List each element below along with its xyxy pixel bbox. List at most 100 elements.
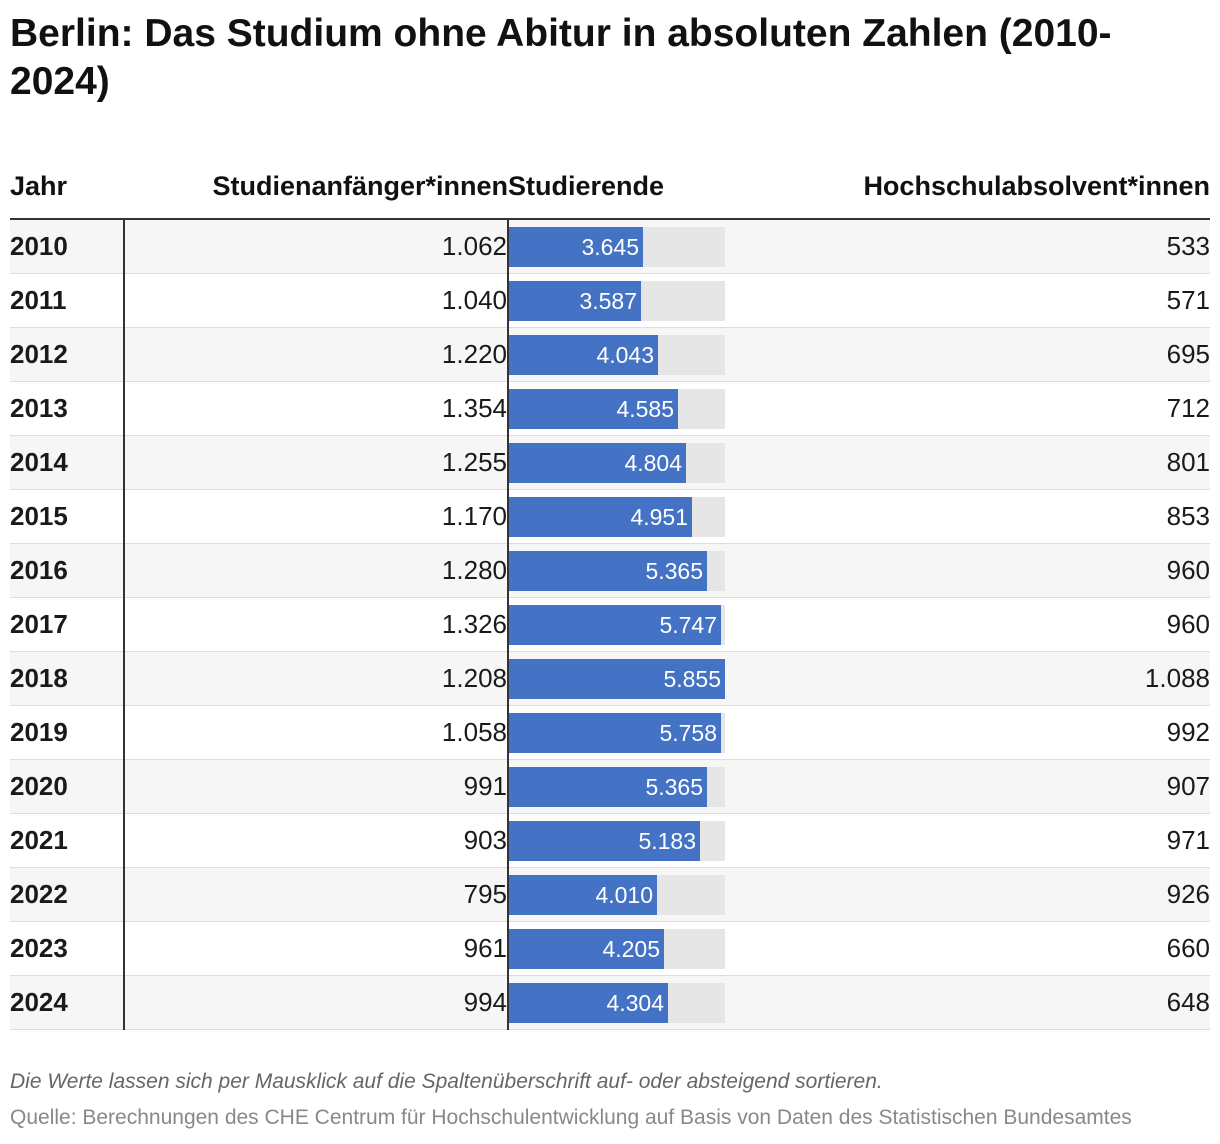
cell-absolventen: 960 bbox=[828, 597, 1210, 652]
bar-track: 4.951 bbox=[509, 496, 725, 537]
bar-value-label: 5.365 bbox=[645, 773, 703, 800]
cell-studierende: 4.804 bbox=[508, 435, 828, 490]
table-row: 2016 1.280 5.365 960 bbox=[10, 543, 1210, 598]
bar-studierende bbox=[509, 928, 664, 969]
bar-studierende bbox=[509, 388, 678, 429]
cell-studienanfaenger: 1.354 bbox=[124, 381, 509, 436]
cell-absolventen: 926 bbox=[828, 867, 1210, 922]
table-row: 2018 1.208 5.855 1.088 bbox=[10, 651, 1210, 706]
cell-absolventen: 801 bbox=[828, 435, 1210, 490]
column-header-studienanfaenger[interactable]: Studienanfänger*innen bbox=[124, 155, 508, 220]
bar-track: 4.043 bbox=[509, 334, 725, 375]
sort-note: Die Werte lassen sich per Mausklick auf … bbox=[10, 1070, 883, 1093]
table-row: 2014 1.255 4.804 801 bbox=[10, 435, 1210, 490]
bar-studierende bbox=[509, 604, 721, 645]
cell-studierende: 4.010 bbox=[508, 867, 828, 922]
bar-studierende bbox=[509, 820, 700, 861]
table-row: 2012 1.220 4.043 695 bbox=[10, 327, 1210, 382]
bar-studierende bbox=[509, 766, 707, 807]
bar-studierende bbox=[509, 712, 721, 753]
table-body: 2010 1.062 3.645 533 2011 1.040 3.587 571 2012 1.… bbox=[10, 219, 1210, 1030]
bar-value-label: 5.365 bbox=[645, 557, 703, 584]
cell-jahr: 2017 bbox=[10, 597, 125, 652]
bar-value-label: 4.951 bbox=[630, 503, 688, 530]
cell-absolventen: 971 bbox=[828, 813, 1210, 868]
cell-absolventen: 533 bbox=[828, 219, 1210, 274]
cell-absolventen: 907 bbox=[828, 759, 1210, 814]
bar-studierende bbox=[509, 496, 692, 537]
cell-jahr: 2018 bbox=[10, 651, 125, 706]
column-header-jahr[interactable]: Jahr bbox=[10, 155, 124, 220]
cell-absolventen: 992 bbox=[828, 705, 1210, 760]
table-row: 2021 903 5.183 971 bbox=[10, 813, 1210, 868]
bar-value-label: 5.747 bbox=[659, 611, 717, 638]
table-row: 2023 961 4.205 660 bbox=[10, 921, 1210, 976]
cell-jahr: 2015 bbox=[10, 489, 125, 544]
cell-absolventen: 853 bbox=[828, 489, 1210, 544]
bar-value-label: 4.043 bbox=[596, 341, 654, 368]
bar-value-label: 4.010 bbox=[595, 881, 653, 908]
bar-track: 4.205 bbox=[509, 928, 725, 969]
bar-studierende bbox=[509, 442, 686, 483]
cell-studienanfaenger: 1.280 bbox=[124, 543, 509, 598]
source-note: Quelle: Berechnungen des CHE Centrum für… bbox=[10, 1106, 1132, 1129]
table-row: 2020 991 5.365 907 bbox=[10, 759, 1210, 814]
cell-studienanfaenger: 1.170 bbox=[124, 489, 509, 544]
cell-studienanfaenger: 1.058 bbox=[124, 705, 509, 760]
table-row: 2010 1.062 3.645 533 bbox=[10, 219, 1210, 274]
cell-jahr: 2021 bbox=[10, 813, 125, 868]
bar-track: 5.183 bbox=[509, 820, 725, 861]
bar-value-label: 4.585 bbox=[616, 395, 674, 422]
cell-absolventen: 695 bbox=[828, 327, 1210, 382]
data-table: Jahr Studienanfänger*innen Studierende H… bbox=[10, 155, 1210, 1030]
bar-studierende bbox=[509, 550, 707, 591]
cell-jahr: 2011 bbox=[10, 273, 125, 328]
bar-studierende bbox=[509, 334, 658, 375]
table-row: 2011 1.040 3.587 571 bbox=[10, 273, 1210, 328]
cell-absolventen: 648 bbox=[828, 975, 1210, 1030]
cell-studienanfaenger: 1.255 bbox=[124, 435, 509, 490]
bar-track: 4.804 bbox=[509, 442, 725, 483]
cell-jahr: 2013 bbox=[10, 381, 125, 436]
cell-studierende: 5.183 bbox=[508, 813, 828, 868]
cell-studienanfaenger: 1.208 bbox=[124, 651, 509, 706]
bar-track: 5.365 bbox=[509, 766, 725, 807]
cell-absolventen: 1.088 bbox=[828, 651, 1210, 706]
cell-studierende: 4.304 bbox=[508, 975, 828, 1030]
table-row: 2024 994 4.304 648 bbox=[10, 975, 1210, 1030]
column-header-absolventen[interactable]: Hochschulabsolvent*innen bbox=[828, 155, 1210, 220]
cell-jahr: 2020 bbox=[10, 759, 125, 814]
cell-studienanfaenger: 1.326 bbox=[124, 597, 509, 652]
cell-studienanfaenger: 961 bbox=[124, 921, 509, 976]
cell-studierende: 3.587 bbox=[508, 273, 828, 328]
cell-studierende: 4.205 bbox=[508, 921, 828, 976]
cell-studierende: 5.758 bbox=[508, 705, 828, 760]
cell-studienanfaenger: 1.220 bbox=[124, 327, 509, 382]
cell-jahr: 2024 bbox=[10, 975, 125, 1030]
cell-jahr: 2019 bbox=[10, 705, 125, 760]
cell-studierende: 4.951 bbox=[508, 489, 828, 544]
cell-studienanfaenger: 991 bbox=[124, 759, 509, 814]
bar-value-label: 4.205 bbox=[602, 935, 660, 962]
table-row: 2017 1.326 5.747 960 bbox=[10, 597, 1210, 652]
table-row: 2013 1.354 4.585 712 bbox=[10, 381, 1210, 436]
table-row: 2019 1.058 5.758 992 bbox=[10, 705, 1210, 760]
bar-value-label: 3.645 bbox=[581, 233, 639, 260]
bar-track: 4.304 bbox=[509, 982, 725, 1023]
cell-studienanfaenger: 1.040 bbox=[124, 273, 509, 328]
column-header-studierende[interactable]: Studierende bbox=[508, 155, 828, 220]
bar-track: 3.645 bbox=[509, 226, 725, 267]
bar-track: 4.585 bbox=[509, 388, 725, 429]
cell-jahr: 2010 bbox=[10, 219, 125, 274]
bar-value-label: 3.587 bbox=[579, 287, 637, 314]
bar-studierende bbox=[509, 280, 641, 321]
bar-value-label: 5.758 bbox=[659, 719, 717, 746]
bar-track: 4.010 bbox=[509, 874, 725, 915]
cell-jahr: 2016 bbox=[10, 543, 125, 598]
cell-studierende: 5.855 bbox=[508, 651, 828, 706]
cell-studienanfaenger: 1.062 bbox=[124, 219, 509, 274]
chart-title: Berlin: Das Studium ohne Abitur in absol… bbox=[10, 12, 1112, 103]
cell-studierende: 5.365 bbox=[508, 759, 828, 814]
bar-studierende bbox=[509, 658, 725, 699]
cell-absolventen: 712 bbox=[828, 381, 1210, 436]
